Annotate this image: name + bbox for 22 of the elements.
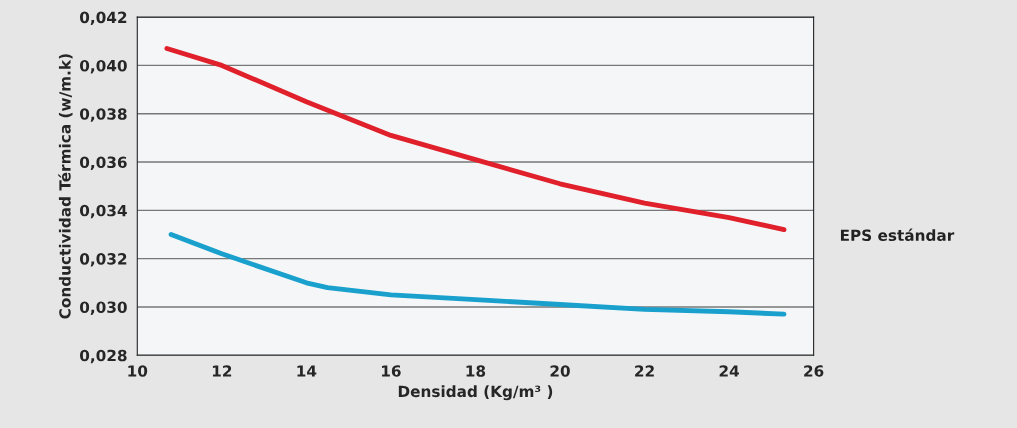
text: EPS estándar [840,228,955,242]
y-tick-label: 0,034 [79,204,127,219]
x-tick-label: 22 [635,365,654,377]
x-tick-label: 10 [128,365,148,377]
x-tick-label: 12 [212,365,232,377]
y-tick-label: 0,030 [79,301,127,315]
y-tick-label: 0,038 [79,108,127,122]
y-tick-label: 0,040 [79,59,127,74]
x-tick-label: 18 [466,365,486,377]
y-tick-label: 0,036 [79,156,127,170]
x-axis-title: Densidad (Kg/m³ ) [398,385,553,401]
y-tick-label: 0,028 [79,349,127,364]
x-tick-label: 14 [297,365,317,377]
line-series [168,232,787,317]
x-tick-label: 20 [550,365,570,377]
y-axis-title: Conductividad Térmica (w/m.k) [58,54,73,319]
y-tick-label: 0,042 [79,11,127,26]
line-series [164,46,787,233]
x-tick-label: 26 [804,365,824,377]
y-tick-label: 0,032 [79,253,127,267]
x-tick-label: 16 [382,365,401,377]
x-tick-label: 24 [719,365,739,377]
